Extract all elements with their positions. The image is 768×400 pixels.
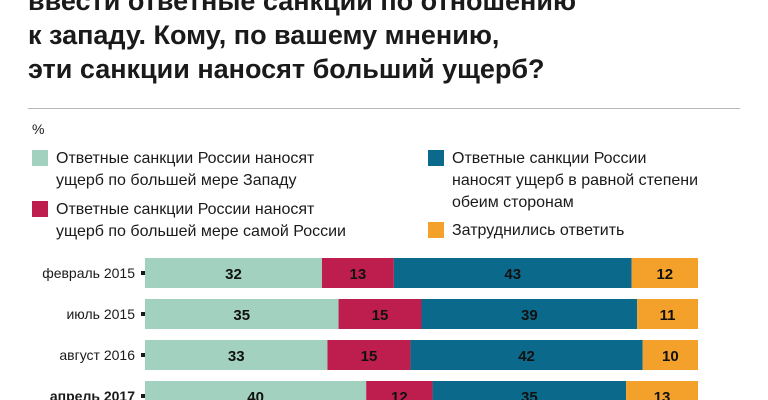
category-tick-апрель-2017 [141,394,145,398]
bar-segment-август-2016-series-1 [145,340,328,370]
value-label-февраль-2015-series-1: 32 [225,266,242,283]
category-tick-август-2016 [141,353,145,357]
value-label-февраль-2015-series-2: 13 [350,266,367,283]
category-label-июль-2015: июль 2015 [66,306,135,322]
title-line-3: эти санкции наносят больший ущерб? [28,54,545,84]
legend-swatch-russia [32,201,48,217]
bar-segment-июль-2015-series-3 [421,299,638,329]
value-label-июль-2015-series-4: 11 [660,307,676,324]
legend-swatch-both [428,150,444,166]
value-label-август-2016-series-4: 10 [662,348,679,365]
title-divider [28,108,740,109]
category-tick-февраль-2015 [141,271,145,275]
value-label-апрель-2017-series-1: 40 [247,389,264,400]
legend-label-undecided: Затруднились ответить [452,222,625,239]
value-label-февраль-2015-series-3: 43 [504,266,521,283]
bar-segment-февраль-2015-series-4 [631,258,698,288]
value-label-июль-2015-series-3: 39 [521,307,538,324]
bar-segment-февраль-2015-series-2 [321,258,394,288]
chart-title: ввести ответные санкции по отношению к з… [28,0,758,86]
legend-label-both: Ответные санкции России наносят ущерб в … [452,150,699,211]
bar-segment-апрель-2017-series-3 [432,381,627,400]
legend-label-west: Ответные санкции России наносят ущерб по… [56,150,315,189]
legend-swatch-west [32,150,48,166]
value-label-февраль-2015-series-4: 12 [656,266,673,283]
value-label-июль-2015-series-2: 15 [372,307,389,324]
value-label-апрель-2017-series-4: 13 [654,389,671,400]
bar-segment-апрель-2017-series-2 [366,381,433,400]
category-tick-июль-2015 [141,312,145,316]
bar-segment-апрель-2017-series-1 [145,381,367,400]
value-label-август-2016-series-2: 15 [361,348,378,365]
value-label-август-2016-series-3: 42 [518,348,535,365]
category-label-февраль-2015: февраль 2015 [42,265,135,281]
bar-segment-июль-2015-series-4 [637,299,698,329]
title-line-1: ввести ответные санкции по отношению [28,0,577,16]
bar-segment-август-2016-series-3 [410,340,643,370]
bar-segment-февраль-2015-series-1 [145,258,322,288]
legend-label-russia: Ответные санкции России наносят ущерб по… [56,201,346,240]
value-label-апрель-2017-series-2: 12 [391,389,408,400]
value-label-апрель-2017-series-3: 35 [521,389,538,400]
bar-segment-август-2016-series-4 [642,340,698,370]
category-label-апрель-2017: апрель 2017 [50,388,135,400]
bar-segment-апрель-2017-series-4 [626,381,698,400]
value-label-июль-2015-series-1: 35 [233,307,250,324]
value-label-август-2016-series-1: 33 [228,348,245,365]
bar-segment-февраль-2015-series-3 [393,258,632,288]
unit-label: % [32,121,45,137]
bar-segment-июль-2015-series-2 [338,299,422,329]
bar-segment-июль-2015-series-1 [145,299,339,329]
category-label-август-2016: август 2016 [59,347,135,363]
title-line-2: к западу. Кому, по вашему мнению, [28,20,500,50]
bar-segment-август-2016-series-2 [327,340,411,370]
legend-swatch-undecided [428,222,444,238]
